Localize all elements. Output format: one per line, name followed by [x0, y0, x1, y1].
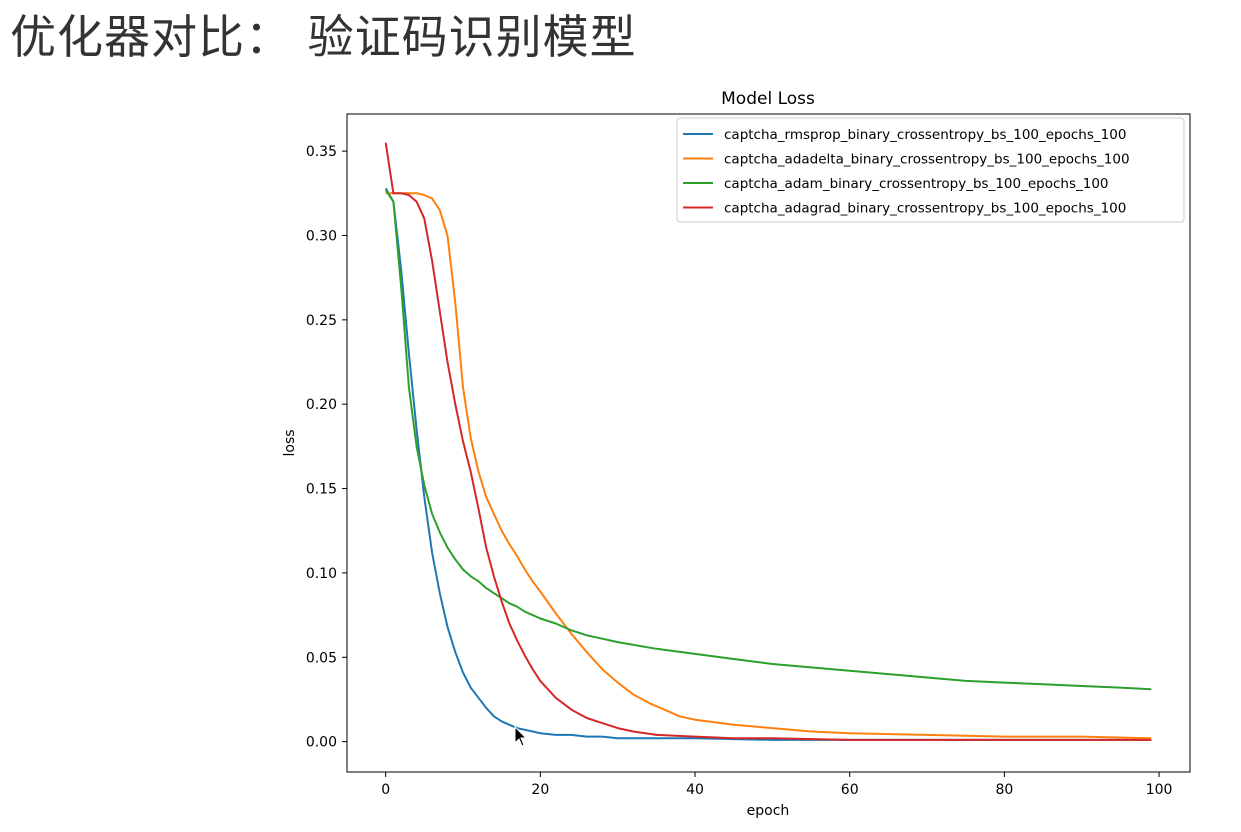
x-tick-label: 100 [1146, 782, 1173, 798]
y-tick-label: 0.00 [306, 735, 337, 751]
legend: captcha_rmsprop_binary_crossentropy_bs_1… [676, 117, 1185, 223]
x-axis-label: epoch [747, 803, 790, 819]
legend-label: captcha_adam_binary_crossentropy_bs_100_… [724, 176, 1109, 192]
series-line-1 [385, 192, 1152, 740]
y-axis-label: loss [282, 429, 298, 456]
legend-label: captcha_adadelta_binary_crossentropy_bs_… [724, 152, 1130, 168]
plot-frame [346, 113, 1191, 773]
y-tick-label: 0.15 [306, 482, 337, 498]
legend-label: captcha_rmsprop_binary_crossentropy_bs_1… [724, 127, 1126, 143]
chart-title: Model Loss [721, 89, 815, 109]
x-tick-label: 60 [841, 782, 859, 798]
legend-frame [676, 117, 1185, 223]
series-line-2 [384, 189, 1152, 691]
plot-lines [384, 142, 1152, 741]
x-tick-label: 0 [381, 782, 390, 798]
x-tick-label: 20 [531, 782, 549, 798]
y-tick-label: 0.20 [306, 397, 337, 413]
y-tick-label: 0.05 [306, 650, 337, 666]
mouse-cursor-icon [514, 726, 528, 747]
series-line-0 [384, 187, 1152, 741]
y-axis: 0.00 0.05 0.10 0.15 0.20 0.25 0.30 0.35 [306, 144, 347, 751]
x-tick-label: 40 [686, 782, 704, 798]
x-axis: 0 20 40 60 80 100 [381, 772, 1172, 798]
y-tick-label: 0.10 [306, 566, 337, 582]
x-tick-label: 80 [995, 782, 1013, 798]
series-line-3 [384, 142, 1152, 741]
y-tick-label: 0.30 [306, 228, 337, 244]
y-tick-label: 0.35 [306, 144, 337, 160]
y-tick-label: 0.25 [306, 313, 337, 329]
legend-label: captcha_adagrad_binary_crossentropy_bs_1… [724, 201, 1126, 217]
slide-title: 优化器对比： 验证码识别模型 [10, 10, 637, 64]
